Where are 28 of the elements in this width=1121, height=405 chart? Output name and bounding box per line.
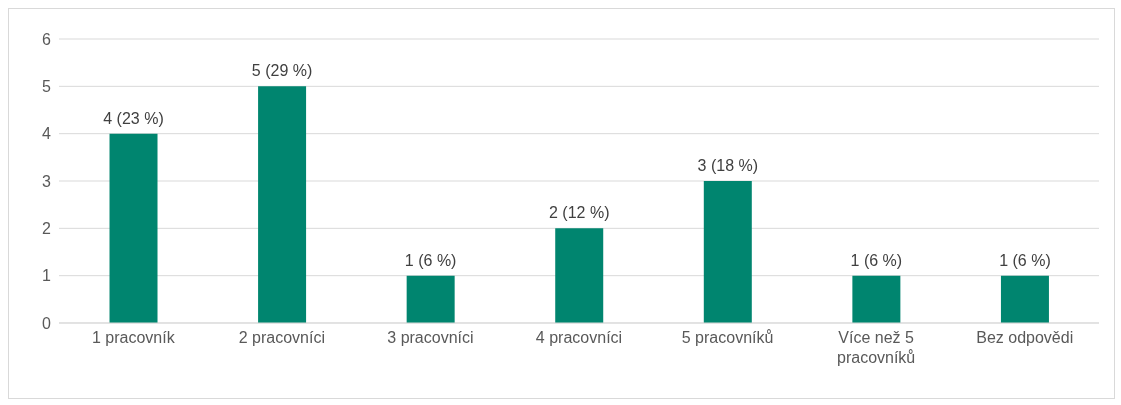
data-label: 1 (6 %) xyxy=(999,251,1051,269)
data-label: 1 (6 %) xyxy=(850,251,903,269)
y-tick-label: 2 xyxy=(42,220,52,238)
y-tick-label: 6 xyxy=(42,30,52,48)
x-tick-label: 1 pracovník xyxy=(91,329,176,346)
y-tick-label: 1 xyxy=(42,267,52,285)
x-tick-label: Bez odpovědi xyxy=(976,329,1074,346)
data-label: 2 (12 %) xyxy=(548,204,610,222)
y-tick-label: 5 xyxy=(42,78,52,96)
y-tick-label: 3 xyxy=(42,172,52,190)
data-label: 4 (23 %) xyxy=(103,109,164,127)
x-tick-label: 3 pracovníci xyxy=(387,329,474,346)
bar xyxy=(1000,275,1049,323)
x-tick-label: 2 pracovníci xyxy=(238,329,325,346)
y-tick-label: 4 xyxy=(42,125,52,143)
x-tick-label: 5 pracovníků xyxy=(681,329,774,346)
x-tick-label: 4 pracovníci xyxy=(535,329,623,346)
bar xyxy=(406,275,455,323)
data-label: 3 (18 %) xyxy=(697,157,759,174)
bar xyxy=(703,181,752,323)
y-tick-label: 0 xyxy=(42,314,52,332)
bar xyxy=(852,275,901,323)
data-label: 5 (29 %) xyxy=(251,62,313,80)
bar xyxy=(258,86,307,323)
data-label: 1 (6 %) xyxy=(404,251,457,269)
bar xyxy=(109,133,158,323)
bar xyxy=(555,228,604,323)
x-tick-label: Více než 5 pracovníků xyxy=(837,329,916,366)
